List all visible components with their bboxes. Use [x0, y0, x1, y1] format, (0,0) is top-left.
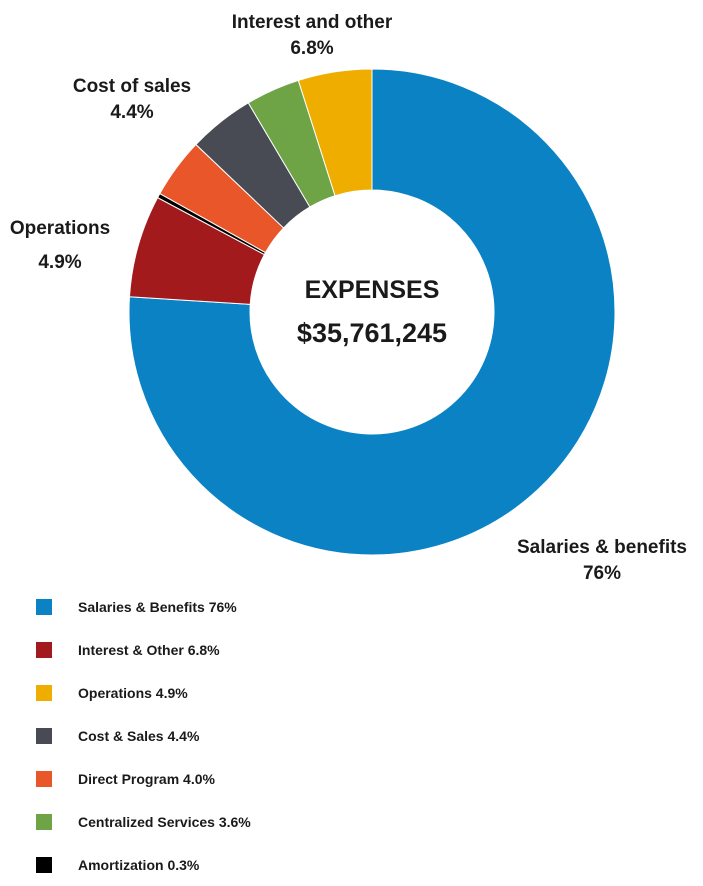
legend-swatch: [36, 770, 52, 787]
center-total: $35,761,245: [297, 318, 447, 348]
legend-swatch: [36, 727, 52, 744]
callout-cost-label: Cost of sales: [73, 76, 191, 97]
callout-interest-value: 6.8%: [290, 38, 333, 59]
callout-salaries-label: Salaries & benefits: [517, 537, 687, 558]
legend-swatch: [36, 684, 52, 701]
expenses-donut-chart: EXPENSES $35,761,245 Interest and other 6.8…: [10, 12, 687, 873]
legend-item: Interest & Other 6.8%: [36, 628, 456, 671]
donut-slice-operations: [297, 68, 373, 197]
legend-swatch: [36, 813, 52, 830]
legend-item: Salaries & Benefits 76%: [36, 585, 456, 628]
legend-label: Salaries & Benefits 76%: [78, 598, 237, 615]
legend-item: Centralized Services 3.6%: [36, 800, 456, 843]
callout-interest-label: Interest and other: [232, 12, 393, 33]
legend-label: Operations 4.9%: [78, 684, 188, 701]
legend-item: Amortization 0.3%: [36, 843, 456, 886]
legend-item: Cost & Sales 4.4%: [36, 714, 456, 757]
donut-slice-salaries: [128, 68, 616, 556]
callout-salaries-value: 76%: [583, 563, 621, 584]
chart-legend: Salaries & Benefits 76% Interest & Other …: [36, 585, 456, 886]
legend-swatch: [36, 598, 52, 615]
legend-item: Direct Program 4.0%: [36, 757, 456, 800]
legend-item: Operations 4.9%: [36, 671, 456, 714]
donut-svg: EXPENSES $35,761,245 Interest and other 6.8…: [10, 12, 687, 584]
legend-label: Centralized Services 3.6%: [78, 813, 251, 830]
legend-swatch: [36, 856, 52, 873]
callout-operations-label: Operations: [10, 218, 110, 239]
legend-swatch: [36, 641, 52, 658]
legend-label: Direct Program 4.0%: [78, 770, 215, 787]
center-title: EXPENSES: [305, 276, 440, 304]
legend-label: Cost & Sales 4.4%: [78, 727, 200, 744]
legend-label: Amortization 0.3%: [78, 856, 200, 873]
callout-operations-value: 4.9%: [38, 252, 81, 273]
callout-cost-value: 4.4%: [110, 102, 153, 123]
legend-label: Interest & Other 6.8%: [78, 641, 220, 658]
